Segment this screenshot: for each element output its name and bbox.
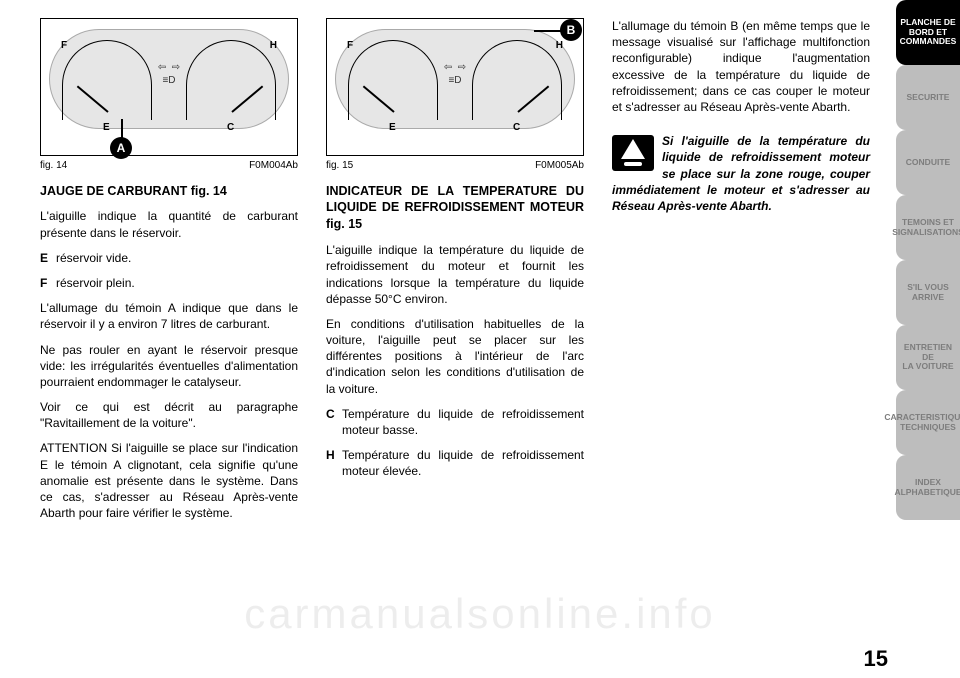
figure-14-caption-right: F0M004Ab	[249, 159, 298, 173]
figure-15: F E H C ⇦ ⇨≡D B	[326, 18, 584, 173]
tab-label: CONDUITE	[906, 158, 950, 168]
fuel-gauge: F E	[348, 40, 438, 120]
temp-needle	[517, 86, 549, 113]
fuel-full-label: F	[347, 39, 353, 53]
col1-item-f: F réservoir plein.	[40, 275, 298, 291]
center-icons: ⇦ ⇨≡D	[158, 61, 180, 87]
figure-14-caption: fig. 14 F0M004Ab	[40, 159, 298, 173]
col2-h-letter: H	[326, 447, 342, 479]
figure-14-caption-left: fig. 14	[40, 159, 67, 173]
tab-securite[interactable]: SECURITE	[896, 65, 960, 130]
col1-item-e: E réservoir vide.	[40, 250, 298, 266]
fuel-gauge: F E	[62, 40, 152, 120]
tab-entretien[interactable]: ENTRETIEN DELA VOITURE	[896, 325, 960, 390]
figure-15-image: F E H C ⇦ ⇨≡D B	[326, 18, 584, 156]
col1-f-text: réservoir plein.	[56, 275, 298, 291]
tab-label: TEMOINS ETSIGNALISATIONS	[892, 218, 960, 238]
column-1: F E H C ⇦ ⇨≡D A	[40, 18, 298, 530]
tab-label: CARACTERISTIQUESTECHNIQUES	[884, 413, 960, 433]
page-number: 15	[864, 646, 888, 672]
tab-temoins[interactable]: TEMOINS ETSIGNALISATIONS	[896, 195, 960, 260]
temp-gauge: H C	[186, 40, 276, 120]
col1-e-text: réservoir vide.	[56, 250, 298, 266]
column-3: L'allumage du témoin B (en même temps qu…	[612, 18, 870, 530]
columns: F E H C ⇦ ⇨≡D A	[40, 18, 880, 530]
col1-p3: Ne pas rouler en ayant le réservoir pres…	[40, 342, 298, 391]
tab-label: SECURITE	[907, 93, 950, 103]
manual-page: F E H C ⇦ ⇨≡D A	[40, 18, 880, 658]
col1-p2: L'allumage du témoin A indique que dans …	[40, 300, 298, 332]
temp-gauge: H C	[472, 40, 562, 120]
callout-a-letter: A	[117, 140, 126, 156]
warning-icon	[612, 135, 654, 171]
fuel-needle	[77, 86, 109, 113]
temp-cold-label: C	[513, 121, 520, 135]
tab-planche[interactable]: PLANCHE DEBORD ETCOMMANDES	[896, 0, 960, 65]
callout-b-circle: B	[560, 19, 582, 41]
col1-p1: L'aiguille indique la quantité de carbur…	[40, 208, 298, 240]
figure-14: F E H C ⇦ ⇨≡D A	[40, 18, 298, 173]
fuel-empty-label: E	[103, 121, 110, 135]
col2-c-text: Température du liquide de refroidissemen…	[342, 406, 584, 438]
col3-p1: L'allumage du témoin B (en même temps qu…	[612, 18, 870, 115]
col2-p2: En conditions d'utilisation habituelles …	[326, 316, 584, 397]
fuel-needle	[363, 86, 395, 113]
temp-hot-label: H	[270, 39, 277, 53]
fuel-empty-label: E	[389, 121, 396, 135]
figure-15-caption: fig. 15 F0M005Ab	[326, 159, 584, 173]
col2-h-text: Température du liquide de refroidissemen…	[342, 447, 584, 479]
tab-label: INDEXALPHABETIQUE	[894, 478, 960, 498]
col2-item-h: H Température du liquide de refroidissem…	[326, 447, 584, 479]
temp-needle	[231, 86, 263, 113]
tab-sil[interactable]: S'IL VOUSARRIVE	[896, 260, 960, 325]
col1-p5: ATTENTION Si l'aiguille se place sur l'i…	[40, 440, 298, 521]
column-2: F E H C ⇦ ⇨≡D B	[326, 18, 584, 530]
tab-index[interactable]: INDEXALPHABETIQUE	[896, 455, 960, 520]
callout-b-letter: B	[567, 22, 576, 38]
col2-item-c: C Température du liquide de refroidissem…	[326, 406, 584, 438]
center-icons: ⇦ ⇨≡D	[444, 61, 466, 87]
col1-p4: Voir ce qui est décrit au paragraphe "Ra…	[40, 399, 298, 431]
warning-block: Si l'aiguille de la température du liqui…	[612, 133, 870, 214]
figure-15-caption-left: fig. 15	[326, 159, 353, 173]
tab-label: S'IL VOUSARRIVE	[907, 283, 949, 303]
col2-title: INDICATEUR DE LA TEMPERATURE DU LIQUIDE …	[326, 183, 584, 234]
col2-c-letter: C	[326, 406, 342, 438]
tab-caracter[interactable]: CARACTERISTIQUESTECHNIQUES	[896, 390, 960, 455]
side-tabs: PLANCHE DEBORD ETCOMMANDES SECURITE COND…	[896, 0, 960, 678]
temp-hot-label: H	[556, 39, 563, 53]
col2-p1: L'aiguille indique la température du liq…	[326, 242, 584, 307]
tab-label: ENTRETIEN DELA VOITURE	[901, 343, 955, 372]
figure-15-caption-right: F0M005Ab	[535, 159, 584, 173]
gauge-panel: F E H C ⇦ ⇨≡D	[335, 29, 575, 129]
gauge-panel: F E H C ⇦ ⇨≡D	[49, 29, 289, 129]
figure-14-image: F E H C ⇦ ⇨≡D A	[40, 18, 298, 156]
col1-e-letter: E	[40, 250, 56, 266]
fuel-full-label: F	[61, 39, 67, 53]
col1-title: JAUGE DE CARBURANT fig. 14	[40, 183, 298, 200]
tab-label: PLANCHE DEBORD ETCOMMANDES	[900, 18, 957, 47]
callout-a-circle: A	[110, 137, 132, 159]
col1-f-letter: F	[40, 275, 56, 291]
temp-cold-label: C	[227, 121, 234, 135]
tab-conduite[interactable]: CONDUITE	[896, 130, 960, 195]
